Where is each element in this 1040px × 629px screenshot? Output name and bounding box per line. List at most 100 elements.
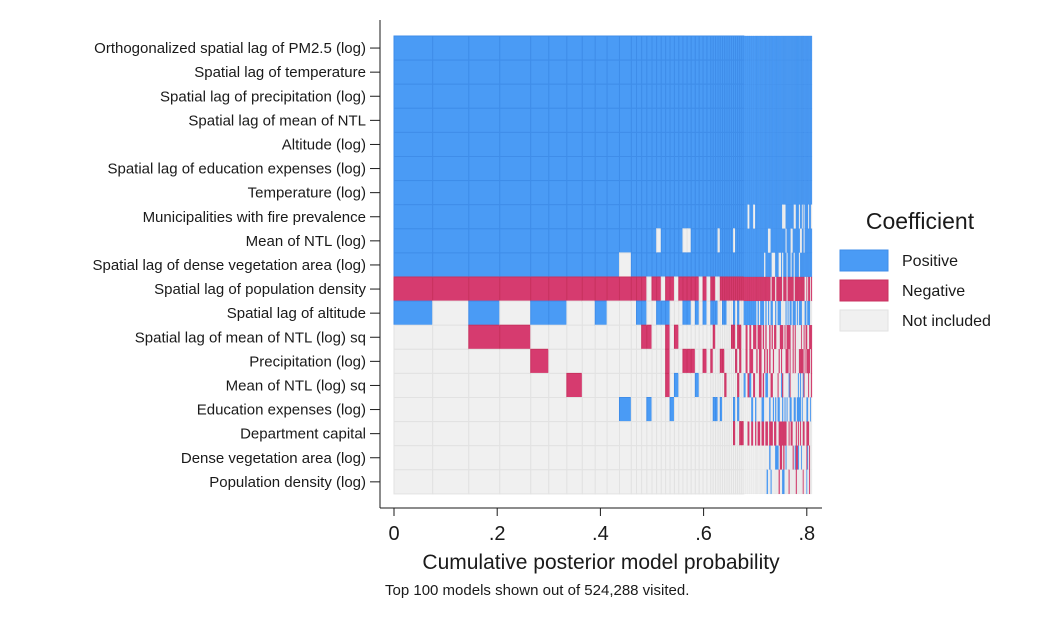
model-cell bbox=[753, 156, 756, 181]
model-cell bbox=[641, 252, 648, 278]
model-cell bbox=[682, 276, 688, 302]
model-cell bbox=[772, 469, 775, 495]
model-cell bbox=[792, 276, 795, 302]
model-cell bbox=[682, 35, 688, 61]
model-cell bbox=[665, 131, 671, 157]
model-cell bbox=[606, 35, 620, 61]
model-cell bbox=[793, 35, 796, 61]
model-cell bbox=[776, 59, 778, 85]
model-cell bbox=[785, 469, 787, 495]
model-cell bbox=[764, 180, 766, 205]
model-cell bbox=[762, 84, 765, 109]
model-cell bbox=[682, 252, 688, 278]
model-cell bbox=[530, 180, 550, 206]
x-tick-label: .6 bbox=[695, 523, 712, 545]
model-cell bbox=[795, 373, 798, 398]
model-cell bbox=[594, 252, 608, 278]
model-cell bbox=[786, 252, 788, 278]
model-cell bbox=[694, 204, 700, 230]
model-cell bbox=[566, 252, 583, 278]
model-cell bbox=[530, 131, 550, 157]
model-cell bbox=[774, 204, 776, 229]
model-cell bbox=[775, 204, 777, 229]
model-cell bbox=[777, 373, 779, 398]
variable-label: Municipalities with fire prevalence bbox=[143, 209, 366, 226]
model-cell bbox=[690, 445, 696, 471]
model-cell bbox=[757, 84, 760, 109]
model-cell bbox=[630, 421, 638, 447]
model-cell bbox=[796, 228, 799, 254]
model-cell bbox=[753, 59, 756, 85]
model-cell bbox=[757, 204, 760, 229]
model-cell bbox=[698, 156, 704, 182]
model-cell bbox=[780, 180, 783, 205]
model-cell bbox=[790, 156, 792, 181]
model-cell bbox=[630, 324, 638, 350]
model-cell bbox=[656, 252, 662, 278]
model-cell bbox=[646, 252, 653, 278]
model-cell bbox=[686, 397, 692, 423]
model-cell bbox=[769, 397, 771, 422]
model-cell bbox=[753, 469, 756, 495]
model-cell bbox=[749, 108, 752, 133]
model-cell bbox=[785, 108, 787, 133]
model-cell bbox=[764, 445, 766, 470]
model-cell bbox=[660, 228, 667, 254]
model-cell bbox=[796, 35, 799, 61]
model-cell bbox=[756, 156, 758, 181]
model-cell bbox=[747, 252, 750, 278]
model-cell bbox=[797, 156, 800, 181]
model-cell bbox=[765, 59, 767, 85]
model-cell bbox=[791, 84, 794, 109]
model-cell bbox=[791, 132, 794, 157]
model-cell bbox=[770, 469, 772, 495]
model-cell bbox=[393, 107, 434, 133]
model-cell bbox=[747, 204, 750, 229]
model-cell bbox=[765, 108, 767, 133]
model-cell bbox=[780, 469, 783, 495]
model-cell bbox=[690, 372, 696, 398]
model-cell bbox=[795, 35, 798, 61]
model-cell bbox=[702, 372, 708, 398]
model-cell bbox=[745, 84, 748, 109]
model-cell bbox=[787, 373, 789, 398]
variable-label: Spatial lag of precipitation (log) bbox=[160, 88, 366, 105]
model-cell bbox=[606, 324, 620, 350]
model-cell bbox=[794, 349, 797, 374]
model-cell bbox=[760, 84, 762, 109]
model-cell bbox=[594, 348, 608, 374]
model-cell bbox=[636, 324, 643, 350]
model-cell bbox=[760, 132, 762, 157]
model-cell bbox=[794, 84, 797, 109]
model-cell bbox=[665, 348, 671, 374]
model-cell bbox=[756, 228, 758, 254]
model-cell bbox=[646, 348, 653, 374]
model-cell bbox=[777, 228, 779, 254]
model-cell bbox=[690, 300, 696, 326]
model-cell bbox=[798, 300, 801, 326]
model-cell bbox=[630, 204, 638, 230]
model-cell bbox=[770, 59, 772, 85]
model-cell bbox=[810, 300, 813, 326]
model-cell bbox=[787, 204, 789, 229]
model-cell bbox=[793, 276, 796, 302]
model-cell bbox=[566, 35, 583, 61]
model-cell bbox=[788, 84, 790, 109]
model-cell bbox=[810, 276, 813, 302]
model-cell bbox=[630, 252, 638, 278]
model-cell bbox=[678, 180, 684, 206]
model-cell bbox=[618, 156, 632, 182]
model-cell bbox=[788, 132, 790, 157]
model-cell bbox=[791, 300, 794, 326]
model-cell bbox=[784, 276, 786, 302]
model-cell bbox=[798, 276, 801, 302]
model-cell bbox=[678, 228, 684, 254]
model-cell bbox=[694, 228, 700, 254]
model-cell bbox=[784, 421, 786, 446]
model-cell bbox=[702, 131, 708, 157]
model-cell bbox=[795, 204, 798, 229]
model-cell bbox=[779, 59, 782, 85]
model-cell bbox=[753, 397, 756, 422]
model-cell bbox=[743, 204, 746, 229]
